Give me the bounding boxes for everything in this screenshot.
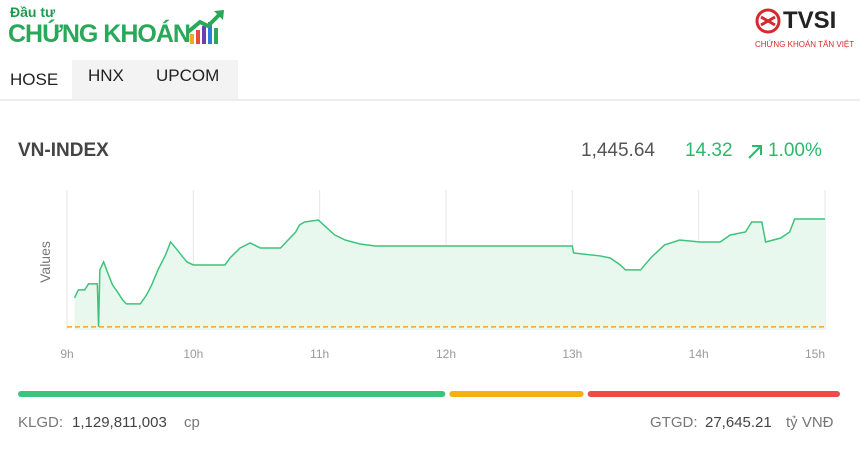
breadth-bar xyxy=(587,391,840,397)
partner-sub: CHỨNG KHOÁN TÂN VIỆT xyxy=(755,40,855,49)
y-axis-label: Values xyxy=(37,241,53,283)
tab[interactable]: HNX xyxy=(88,66,124,85)
line xyxy=(73,218,825,327)
volume-unit: cp xyxy=(184,414,200,431)
x-tick-label: 10h xyxy=(183,347,203,361)
turnover: 27,645.21 xyxy=(705,414,772,431)
brand-small: Đầu tư xyxy=(10,4,56,20)
brand-icon xyxy=(186,10,224,44)
partner-name: TVSI xyxy=(783,7,837,34)
index-value: 1,445.64 xyxy=(581,140,655,161)
brand-large: CHỨNG KHOÁN xyxy=(8,20,191,48)
turnover-unit: tỷ VNĐ xyxy=(786,414,834,431)
volume: 1,129,811,003 xyxy=(72,414,167,431)
volume-label: KLGD: xyxy=(18,414,64,431)
up-arrow xyxy=(748,145,762,159)
area xyxy=(74,219,825,330)
x-tick-label: 12h xyxy=(436,347,456,361)
x-tick-label: 15h xyxy=(805,347,825,361)
breadth-bar xyxy=(449,391,584,397)
breadth-bar xyxy=(18,391,446,397)
tab[interactable]: UPCOM xyxy=(156,66,220,85)
x-tick-label: 11h xyxy=(310,347,329,361)
x-tick-label: 14h xyxy=(689,347,709,361)
partner-icon xyxy=(755,8,781,34)
tabs-bg xyxy=(72,60,238,99)
x-tick-label: 13h xyxy=(562,347,582,361)
index-change-pct: 1.00% xyxy=(768,140,822,161)
x-tick-label: 9h xyxy=(60,347,73,361)
index-name: VN-INDEX xyxy=(18,140,109,161)
tabs-divider xyxy=(0,99,860,101)
turnover-label: GTGD: xyxy=(650,414,698,431)
index-change: 14.32 xyxy=(685,140,733,161)
tab[interactable]: HOSE xyxy=(10,70,59,89)
